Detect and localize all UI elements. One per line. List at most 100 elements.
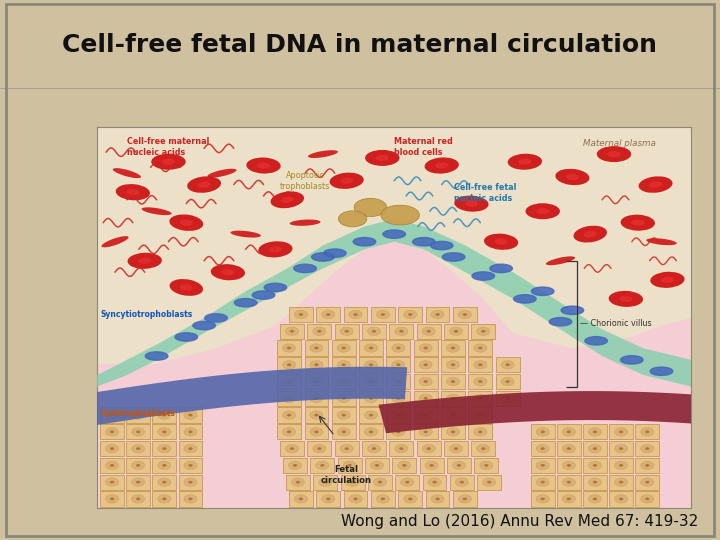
Ellipse shape xyxy=(619,497,624,500)
Ellipse shape xyxy=(641,478,654,487)
Ellipse shape xyxy=(364,361,377,369)
Ellipse shape xyxy=(338,211,367,227)
Ellipse shape xyxy=(536,208,549,214)
Ellipse shape xyxy=(480,461,492,470)
Ellipse shape xyxy=(184,428,197,436)
Ellipse shape xyxy=(419,411,432,419)
Ellipse shape xyxy=(451,397,455,400)
Polygon shape xyxy=(97,219,691,387)
Ellipse shape xyxy=(310,344,323,352)
Ellipse shape xyxy=(316,461,329,470)
Ellipse shape xyxy=(474,394,487,402)
Ellipse shape xyxy=(401,478,414,487)
Bar xyxy=(359,340,383,356)
Bar xyxy=(179,491,202,507)
Ellipse shape xyxy=(310,411,323,419)
Bar xyxy=(277,424,301,440)
Ellipse shape xyxy=(364,428,377,436)
Bar xyxy=(469,391,492,406)
Bar xyxy=(305,391,328,406)
Text: Maternal red
blood cells: Maternal red blood cells xyxy=(394,137,453,157)
Ellipse shape xyxy=(428,478,441,487)
Bar xyxy=(469,424,492,440)
Bar xyxy=(332,424,356,440)
Ellipse shape xyxy=(132,428,145,436)
Polygon shape xyxy=(379,391,720,433)
Bar xyxy=(417,323,441,339)
Ellipse shape xyxy=(308,150,338,158)
Ellipse shape xyxy=(431,495,444,503)
Bar xyxy=(531,475,554,490)
Bar xyxy=(286,475,310,490)
Ellipse shape xyxy=(433,481,437,483)
Ellipse shape xyxy=(106,461,119,470)
Bar xyxy=(126,424,150,440)
Ellipse shape xyxy=(647,238,677,245)
Ellipse shape xyxy=(110,464,114,467)
Ellipse shape xyxy=(351,481,355,483)
Ellipse shape xyxy=(397,461,411,470)
Ellipse shape xyxy=(588,428,601,436)
Bar xyxy=(387,340,410,356)
Ellipse shape xyxy=(621,356,643,364)
Ellipse shape xyxy=(541,447,545,450)
Ellipse shape xyxy=(341,380,346,383)
Ellipse shape xyxy=(419,428,432,436)
Bar xyxy=(305,340,328,356)
Ellipse shape xyxy=(501,394,514,402)
Bar xyxy=(305,357,328,373)
Bar xyxy=(469,357,492,373)
Bar xyxy=(469,408,492,423)
Ellipse shape xyxy=(536,444,549,453)
Ellipse shape xyxy=(408,313,413,316)
Ellipse shape xyxy=(423,397,428,400)
Ellipse shape xyxy=(158,495,171,503)
Ellipse shape xyxy=(290,330,294,333)
Ellipse shape xyxy=(619,430,624,433)
Ellipse shape xyxy=(482,478,496,487)
Ellipse shape xyxy=(423,380,428,383)
Bar xyxy=(635,475,659,490)
Ellipse shape xyxy=(481,330,485,333)
Ellipse shape xyxy=(392,428,405,436)
Ellipse shape xyxy=(425,158,459,174)
Ellipse shape xyxy=(377,310,390,319)
Ellipse shape xyxy=(221,269,235,275)
Ellipse shape xyxy=(169,214,203,231)
Ellipse shape xyxy=(110,414,114,416)
Ellipse shape xyxy=(341,363,346,366)
Bar xyxy=(395,475,419,490)
Ellipse shape xyxy=(136,497,140,500)
Bar xyxy=(453,491,477,507)
Ellipse shape xyxy=(132,478,145,487)
Ellipse shape xyxy=(452,461,465,470)
Bar xyxy=(531,441,554,456)
Ellipse shape xyxy=(541,481,545,483)
Ellipse shape xyxy=(314,414,318,416)
Bar xyxy=(609,441,633,456)
Ellipse shape xyxy=(383,230,405,238)
Bar xyxy=(289,307,312,322)
Ellipse shape xyxy=(451,414,455,416)
Ellipse shape xyxy=(314,397,318,400)
Ellipse shape xyxy=(287,397,291,400)
Text: Fetal
circulation: Fetal circulation xyxy=(321,464,372,485)
Ellipse shape xyxy=(257,163,270,168)
Ellipse shape xyxy=(312,327,326,335)
Ellipse shape xyxy=(396,430,400,433)
Bar xyxy=(414,340,438,356)
Ellipse shape xyxy=(536,495,549,503)
Ellipse shape xyxy=(290,447,294,450)
Ellipse shape xyxy=(102,236,129,247)
Ellipse shape xyxy=(376,155,389,161)
Ellipse shape xyxy=(158,444,171,453)
Ellipse shape xyxy=(645,430,649,433)
Ellipse shape xyxy=(446,344,459,352)
Ellipse shape xyxy=(294,310,307,319)
Bar xyxy=(100,408,124,423)
Ellipse shape xyxy=(367,444,381,453)
Bar xyxy=(153,458,176,473)
Ellipse shape xyxy=(399,330,403,333)
Ellipse shape xyxy=(369,347,373,349)
Ellipse shape xyxy=(588,444,601,453)
